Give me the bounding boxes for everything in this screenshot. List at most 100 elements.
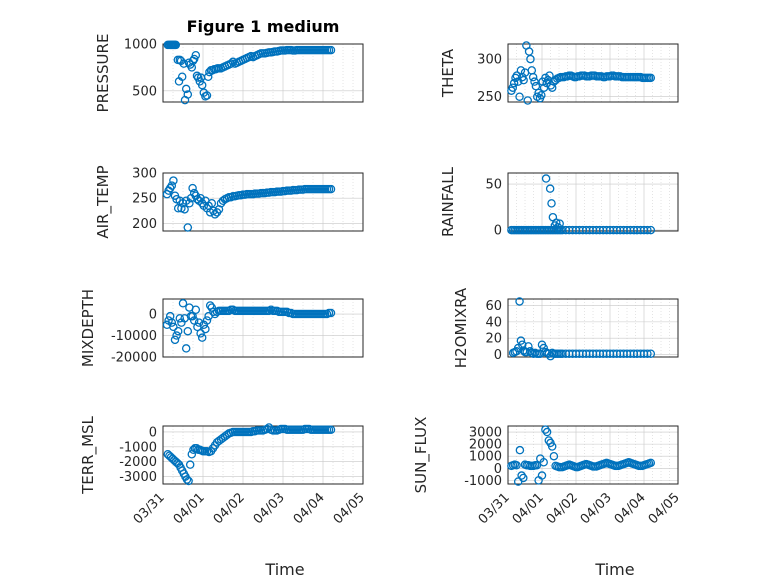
pressure-axes-border — [162, 43, 364, 103]
mixdepth-data-point — [169, 322, 178, 332]
h2omixra-axes-frame — [507, 298, 679, 358]
chart-title: Figure 1 medium — [187, 17, 340, 36]
h2omixra-data-point — [515, 297, 524, 306]
mixdepth-data-point — [202, 316, 212, 325]
pressure-data-point — [177, 72, 187, 81]
rainfall-data-point — [541, 174, 551, 183]
rainfall-data-point — [545, 184, 555, 193]
sun_flux-y-tick-label: 1000 — [469, 450, 502, 465]
rainfall-y-axis-label: RAINFALL — [439, 166, 457, 237]
theta-data-point — [541, 73, 550, 83]
h2omixra-data-point — [643, 349, 652, 358]
terr_msl-y-tick-label: -3000 — [119, 470, 157, 485]
air_temp-data-point — [326, 184, 336, 194]
sun_flux-data-point — [515, 445, 525, 455]
h2omixra-data-point — [524, 342, 533, 351]
sun_flux-data-point — [512, 461, 521, 470]
pressure-y-tick-label: 1000 — [124, 38, 157, 53]
terr_msl-data-point — [184, 476, 193, 486]
terr_msl-x-tick-label: 04/04 — [291, 490, 328, 527]
sun_flux-x-tick-label: 04/05 — [646, 490, 683, 527]
mixdepth-data-point — [197, 333, 207, 342]
sun_flux-data-point — [537, 471, 547, 480]
pressure-data-point — [181, 84, 191, 94]
air_temp-data-point — [183, 223, 193, 232]
sun_flux-data-point — [532, 461, 542, 470]
sun_flux-x-tick-label: 03/31 — [476, 490, 513, 527]
pressure-data-point — [183, 90, 193, 99]
terr_msl-y-tick-label: -2000 — [119, 455, 157, 470]
terr_msl-x-tick-label: 04/03 — [251, 490, 288, 527]
theta-y-tick-label: 250 — [477, 90, 502, 105]
sun_flux-data-point — [646, 458, 656, 468]
mixdepth-data-point — [173, 326, 183, 336]
air_temp-data-point — [210, 210, 220, 219]
air_temp-data-point — [196, 193, 205, 203]
terr_msl-x-tick-label: 04/02 — [211, 490, 248, 527]
mixdepth-data-point — [196, 329, 205, 338]
sun_flux-axes-frame — [507, 425, 679, 485]
theta-data-point — [512, 71, 522, 80]
sun_flux-data-point — [539, 457, 548, 467]
sun_flux-data-point — [547, 442, 557, 451]
air_temp-y-tick-label: 250 — [132, 192, 157, 207]
h2omixra-data-point — [516, 336, 526, 345]
sun_flux-data-point — [517, 471, 526, 480]
mixdepth-y-tick-label: -20000 — [111, 351, 157, 366]
air_temp-y-axis-label: AIR_TEMP — [94, 165, 113, 238]
sun_flux-x-tick-label: 04/03 — [578, 490, 615, 527]
theta-axes-border — [507, 43, 679, 103]
air_temp-data-point — [167, 181, 177, 190]
terr_msl-x-tick-label: 04/05 — [331, 490, 368, 527]
air_temp-data-point — [188, 183, 197, 193]
mixdepth-data-point — [183, 326, 193, 336]
sun_flux-data-point — [549, 451, 559, 461]
theta-data-point — [528, 72, 538, 82]
h2omixra-y-tick-label: 40 — [485, 315, 502, 330]
mixdepth-data-point — [167, 318, 177, 327]
mixdepth-data-point — [207, 303, 217, 312]
sun_flux-y-tick-label: 3000 — [469, 426, 502, 441]
terr_msl-data-point — [326, 425, 336, 434]
pressure-data-point — [202, 91, 212, 100]
terr_msl-y-tick-label: 0 — [149, 425, 157, 440]
h2omixra-y-tick-label: 20 — [485, 332, 502, 347]
theta-y-tick-label: 300 — [477, 53, 502, 68]
mixdepth-y-tick-label: -10000 — [111, 329, 157, 344]
theta-data-point — [646, 73, 656, 83]
pressure-data-point — [176, 56, 186, 66]
pressure-y-tick-label: 500 — [132, 84, 157, 99]
sun_flux-data-point — [519, 473, 528, 483]
rainfall-data-point — [643, 225, 652, 235]
mixdepth-y-axis-label: MIXDEPTH — [79, 289, 97, 367]
mixdepth-data-point — [188, 311, 197, 321]
theta-data-point — [515, 92, 524, 101]
theta-data-point — [509, 78, 519, 88]
air_temp-data-point — [185, 199, 194, 208]
sun_flux-x-tick-label: 04/01 — [510, 490, 547, 527]
pressure-data-point — [191, 50, 201, 60]
air_temp-y-tick-label: 200 — [132, 217, 157, 232]
mixdepth-data-point — [172, 331, 181, 340]
sun_flux-y-tick-label: 0 — [494, 462, 502, 477]
theta-y-axis-label: THETA — [439, 48, 457, 98]
rainfall-data-point — [555, 219, 564, 228]
h2omixra-y-axis-label: H2OMIXRA — [452, 287, 470, 368]
terr_msl-data-point — [262, 424, 272, 434]
mixdepth-data-point — [175, 314, 185, 323]
rainfall-y-tick-label: 0 — [494, 224, 502, 239]
rainfall-data-point — [552, 218, 561, 227]
theta-data-point — [534, 88, 543, 98]
air_temp-data-point — [180, 205, 189, 214]
h2omixra-y-tick-label: 0 — [494, 348, 502, 363]
air_temp-data-point — [173, 204, 183, 213]
mixdepth-data-point — [191, 305, 201, 314]
air_temp-data-point — [207, 199, 217, 208]
air_temp-y-tick-label: 300 — [132, 167, 157, 182]
pressure-data-point — [179, 59, 189, 68]
sun_flux-x-tick-label: 04/04 — [612, 490, 649, 527]
rainfall-data-point — [547, 199, 556, 208]
theta-data-point — [508, 83, 518, 92]
sun_flux-x-tick-label: 04/02 — [544, 490, 581, 527]
